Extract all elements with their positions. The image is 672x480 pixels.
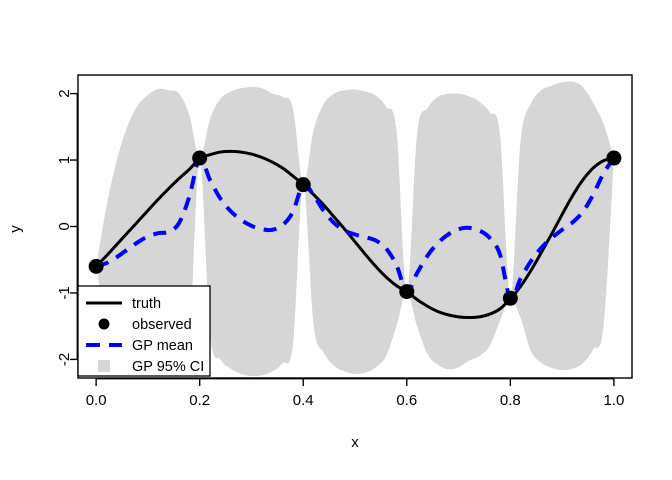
- x-tick-label: 0.6: [396, 392, 417, 409]
- observed-point: [88, 258, 104, 274]
- truth-line: [94, 149, 616, 320]
- y-tick-label: 2: [56, 89, 73, 97]
- x-tick-label: 0.8: [500, 392, 521, 409]
- legend-label: observed: [132, 317, 192, 333]
- legend-label: truth: [132, 296, 161, 312]
- x-tick-label: 0.2: [189, 392, 210, 409]
- y-axis-title: y: [7, 225, 24, 233]
- observed-point: [295, 177, 311, 193]
- x-axis-title: x: [351, 434, 359, 451]
- observed-point: [606, 150, 622, 166]
- observed-points: [88, 150, 622, 306]
- legend-label: GP 95% CI: [132, 359, 204, 375]
- x-tick-label: 0.0: [86, 392, 107, 409]
- gp-mean-line: [95, 156, 616, 301]
- legend-marker-square: [98, 360, 110, 372]
- y-tick-label: -1: [56, 286, 73, 299]
- chart-legend: truth observed GP mean GP 95% CI: [77, 285, 211, 377]
- gp-mean-curve: [95, 156, 616, 301]
- x-tick-label: 1.0: [603, 392, 624, 409]
- observed-point: [192, 150, 208, 166]
- x-axis: 0.0 0.2 0.4 0.6 0.8 1.0: [86, 378, 624, 409]
- ci-band-area: [96, 81, 614, 377]
- y-tick-label: 1: [56, 156, 73, 164]
- observed-point: [399, 284, 415, 300]
- observed-point: [502, 290, 518, 306]
- y-axis: -2 -1 0 1 2: [56, 89, 79, 366]
- y-tick-label: 0: [56, 222, 73, 230]
- gp-ci-band: [96, 81, 614, 377]
- legend-marker-point: [98, 318, 110, 330]
- y-tick-label: -2: [56, 353, 73, 366]
- x-tick-label: 0.4: [293, 392, 314, 409]
- truth-curve: [94, 149, 616, 320]
- legend-label: GP mean: [132, 338, 193, 354]
